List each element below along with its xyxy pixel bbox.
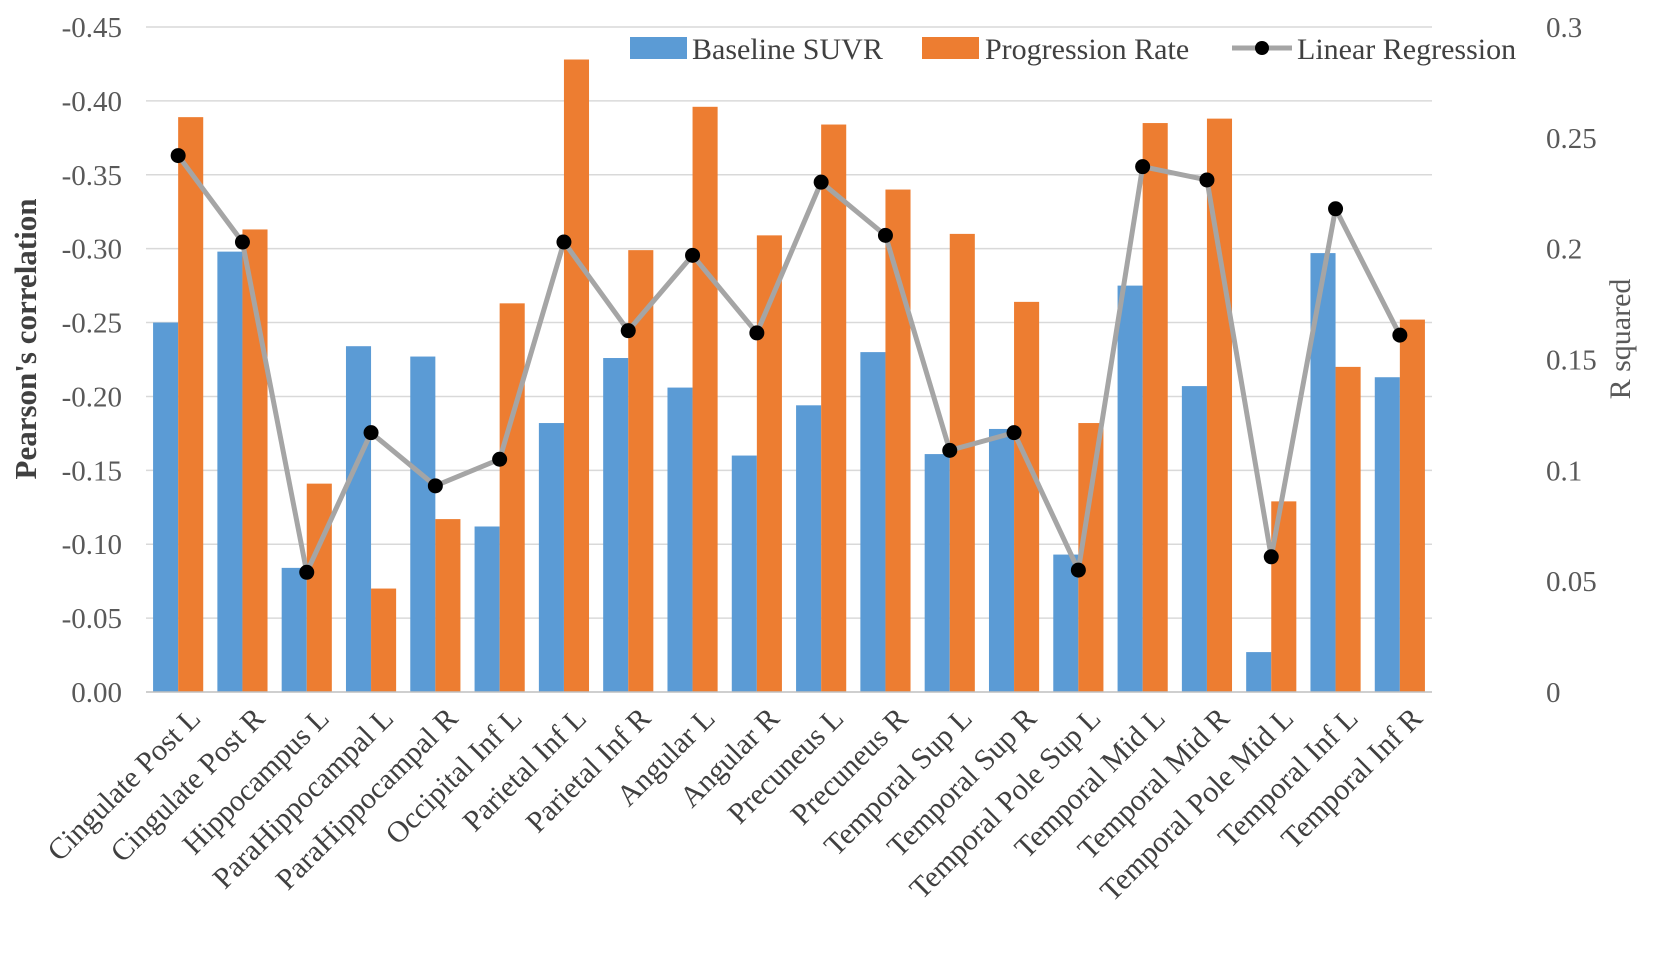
bar-progression-rate <box>435 519 461 692</box>
regression-point <box>1070 562 1086 578</box>
bar-progression-rate <box>821 124 847 693</box>
y-tick-label: 0.00 <box>71 677 122 709</box>
regression-point <box>1392 327 1408 343</box>
bar-baseline-suvr <box>474 526 500 692</box>
legend-marker-linear-regression <box>1255 41 1269 55</box>
y-axis-label: Pearson's correlation <box>8 199 43 480</box>
grid-lines <box>146 26 1432 619</box>
bar-progression-rate <box>499 303 525 692</box>
bars <box>153 59 1425 693</box>
y-tick-label: -0.15 <box>62 455 122 487</box>
y-tick-label: -0.30 <box>62 234 122 266</box>
bar-progression-rate <box>371 588 397 692</box>
legend-label-baseline-suvr: Baseline SUVR <box>692 33 883 66</box>
y-tick-label: -0.10 <box>62 529 122 561</box>
regression-point <box>749 325 765 341</box>
bar-baseline-suvr <box>860 352 886 692</box>
regression-point <box>170 148 186 164</box>
bar-baseline-suvr <box>1374 377 1400 692</box>
regression-point <box>813 174 829 190</box>
bar-baseline-suvr <box>731 455 757 692</box>
regression-point <box>492 451 508 467</box>
y2-tick-label: 0.1 <box>1546 455 1582 487</box>
legend-label-progression-rate: Progression Rate <box>985 33 1189 66</box>
y-tick-label: -0.45 <box>62 12 122 44</box>
bar-baseline-suvr <box>603 358 629 692</box>
bar-baseline-suvr <box>281 567 307 692</box>
y2-tick-label: 0.2 <box>1546 234 1582 266</box>
regression-point <box>942 442 958 458</box>
y2-tick-label: 0.3 <box>1546 12 1582 44</box>
y2-axis-label: R squared <box>1604 279 1637 400</box>
regression-point <box>234 234 250 250</box>
y2-tick-label: 0.15 <box>1546 345 1597 377</box>
bar-baseline-suvr <box>988 428 1015 692</box>
bar-baseline-suvr <box>217 251 243 692</box>
bar-baseline-suvr <box>1117 285 1143 692</box>
bar-progression-rate <box>1014 301 1040 692</box>
bar-baseline-suvr <box>153 322 179 692</box>
bar-baseline-suvr <box>1053 554 1079 692</box>
bar-progression-rate <box>756 235 782 692</box>
regression-point <box>1263 549 1279 565</box>
bar-progression-rate <box>885 189 911 693</box>
bar-progression-rate <box>178 117 204 692</box>
regression-polyline <box>176 154 1403 575</box>
regression-point <box>1199 172 1215 188</box>
bar-progression-rate <box>1399 319 1425 692</box>
bar-baseline-suvr <box>538 423 564 692</box>
y-tick-label: -0.40 <box>62 86 122 118</box>
bar-baseline-suvr <box>1246 652 1272 692</box>
regression-point <box>299 564 315 580</box>
legend-label-linear-regression: Linear Regression <box>1297 33 1516 66</box>
bar-progression-rate <box>563 59 590 693</box>
y-tick-label: -0.05 <box>62 603 122 635</box>
regression-point <box>363 425 379 441</box>
bar-progression-rate <box>949 233 975 692</box>
regression-point <box>1006 425 1022 441</box>
bar-baseline-suvr <box>345 346 372 692</box>
regression-point <box>556 234 572 250</box>
regression-point <box>877 227 893 243</box>
y-tick-label: -0.35 <box>62 160 122 192</box>
bar-progression-rate <box>306 483 332 692</box>
y2-tick-label: 0.25 <box>1546 123 1597 155</box>
bar-baseline-suvr <box>1181 386 1207 692</box>
bar-baseline-suvr <box>924 454 950 692</box>
regression-point <box>620 323 636 339</box>
bar-baseline-suvr <box>410 356 436 692</box>
y2-tick-label: 0.05 <box>1546 566 1597 598</box>
regression-point <box>427 478 443 494</box>
bar-progression-rate <box>1335 366 1361 692</box>
legend-swatch-baseline-suvr <box>630 37 687 59</box>
regression-point <box>1328 201 1344 217</box>
legend: Baseline SUVR Progression Rate Linear Re… <box>630 33 1516 66</box>
regression-point <box>1135 159 1151 175</box>
bar-baseline-suvr <box>796 405 822 692</box>
bar-progression-rate <box>1142 123 1168 693</box>
y2-tick-label: 0 <box>1546 677 1561 709</box>
y-tick-label: -0.20 <box>62 381 122 413</box>
bar-baseline-suvr <box>667 387 693 692</box>
regression-point <box>685 247 701 263</box>
legend-swatch-progression-rate <box>922 37 979 59</box>
regression-line <box>170 148 1408 580</box>
y-tick-label: -0.25 <box>62 308 122 340</box>
bar-progression-rate <box>692 106 718 693</box>
